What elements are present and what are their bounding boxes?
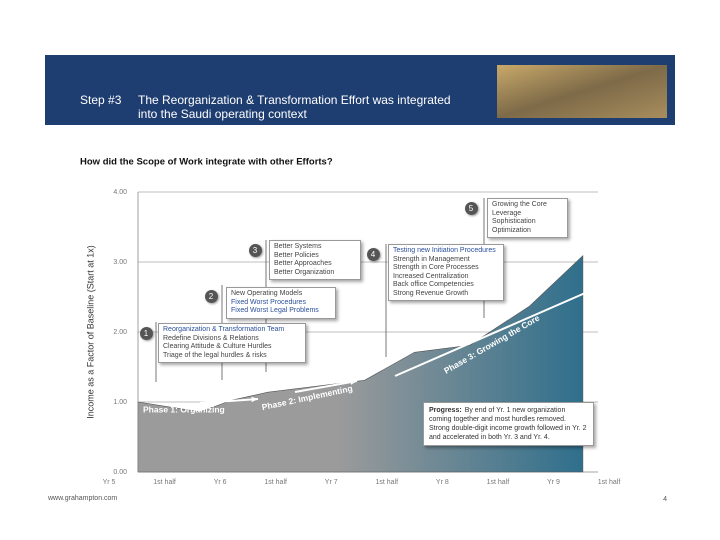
y-tick-label: 2.00 xyxy=(113,329,127,336)
x-tick-label: Yr 7 xyxy=(325,479,338,486)
callout-line: Sophistication xyxy=(492,218,536,225)
x-tick-label: 1st half xyxy=(598,479,621,486)
callout-line: Better Organization xyxy=(274,268,335,276)
header-photo xyxy=(497,65,667,118)
page-number: 4 xyxy=(663,496,667,503)
y-tick-label: 4.00 xyxy=(113,189,127,196)
callout-box: Reorganization & Transformation Team Rede… xyxy=(158,323,306,363)
y-tick-label: 1.00 xyxy=(113,399,127,406)
callout-number: 4 xyxy=(366,247,380,261)
phase-arrow xyxy=(294,380,358,393)
x-tick-label: Yr 5 xyxy=(103,479,116,486)
y-tick-label: 0.00 xyxy=(113,469,127,476)
arrow-head xyxy=(251,396,258,403)
subtitle: How did the Scope of Work integrate with… xyxy=(80,157,333,168)
callout-line: Redefine Divisions & Relations xyxy=(163,334,259,342)
callout-line: Testing new Initiation Procedures xyxy=(393,247,496,254)
callout-line: New Operating Models xyxy=(231,290,303,297)
callout-line: Optimization xyxy=(492,226,531,234)
x-tick-label: Yr 6 xyxy=(214,479,227,486)
phase-arrow xyxy=(199,398,259,404)
callout-line: Clearing Attitude & Culture Hurdles xyxy=(163,343,272,350)
progress-text: By end of Yr. 1 new organization coming … xyxy=(429,407,587,441)
y-tick-label: 3.00 xyxy=(113,259,127,266)
x-tick-label: 1st half xyxy=(487,479,510,486)
callout-line: Back office Competencies xyxy=(393,281,474,288)
step-label: Step #3 xyxy=(80,93,122,107)
callout-line: Reorganization & Transformation Team xyxy=(163,326,285,333)
callout-line: Better Approaches xyxy=(274,260,332,267)
x-tick-label: 1st half xyxy=(153,479,176,486)
callout-line: Triage of the legal hurdles & risks xyxy=(163,351,267,359)
callout-line: Better Systems xyxy=(274,243,322,250)
callout-number: 1 xyxy=(139,326,153,340)
callout-box: Testing new Initiation Procedures Strengt… xyxy=(388,244,504,301)
callout-line: Strong Revenue Growth xyxy=(393,289,469,297)
x-tick-label: 1st half xyxy=(375,479,398,486)
callout-line: Leverage xyxy=(492,209,522,217)
phase-arrow xyxy=(394,289,593,377)
callout-line: Fixed Worst Procedures xyxy=(231,298,306,306)
callout-box: Growing the Core Leverage Sophistication Op… xyxy=(487,198,568,238)
callout-line: Strength in Core Processes xyxy=(393,264,479,271)
callout-line: Fixed Worst Legal Problems xyxy=(231,307,319,314)
arrow-head xyxy=(350,379,357,385)
progress-label: Progress: xyxy=(429,407,462,414)
header-title: The Reorganization & Transformation Effo… xyxy=(138,93,451,107)
progress-box: Progress: By end of Yr. 1 new organizatio… xyxy=(423,402,594,446)
callout-box: Better Systems Better Policies Better Appr… xyxy=(269,240,361,280)
callout-number: 5 xyxy=(464,201,478,215)
callout-number: 3 xyxy=(248,243,262,257)
x-tick-label: Yr 9 xyxy=(547,479,560,486)
arrow-head xyxy=(585,290,592,296)
callout-line: Increased Centralization xyxy=(393,272,469,280)
y-axis-title: Income as a Factor of Baseline (Start at… xyxy=(85,245,95,419)
callout-line: Better Policies xyxy=(274,251,319,259)
x-tick-label: 1st half xyxy=(264,479,287,486)
callout-line: Growing the Core xyxy=(492,201,547,208)
callout-box: New Operating Models Fixed Worst Procedur… xyxy=(226,287,336,319)
callout-line: Strength in Management xyxy=(393,255,470,263)
header-title: into the Saudi operating context xyxy=(138,107,307,121)
x-tick-label: Yr 8 xyxy=(436,479,449,486)
phase-label: Phase 1: Organizing xyxy=(143,404,225,414)
footer-website: www.grahampton.com xyxy=(47,495,117,502)
callout-number: 2 xyxy=(204,289,218,303)
